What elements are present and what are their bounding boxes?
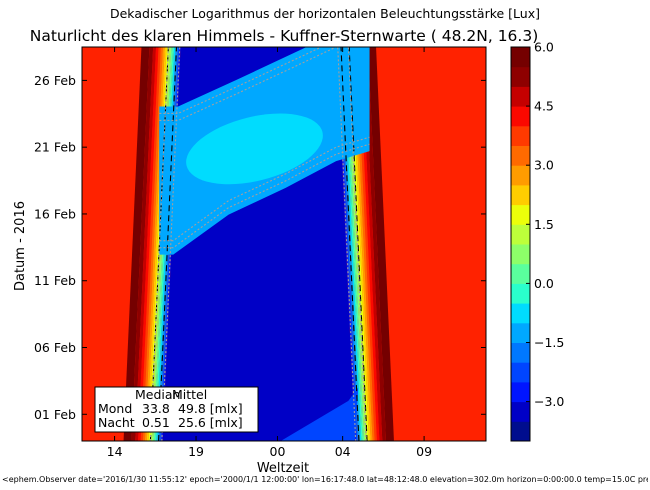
colorbar-segment <box>511 283 530 304</box>
colorbar-segment <box>511 145 530 166</box>
y-tick-label: 16 Feb <box>34 206 76 221</box>
twilight-line <box>340 47 360 441</box>
x-tick-label: 14 <box>107 444 123 459</box>
y-axis-label: Datum - 2016 <box>13 201 28 291</box>
colorbar-segment <box>511 47 530 68</box>
colorbar-segment <box>511 322 530 343</box>
colorbar-segment <box>511 106 530 127</box>
colorbar-segment <box>511 224 530 245</box>
axes-frame <box>81 46 487 442</box>
moon-contour-line <box>159 136 370 242</box>
legend-value: 0.51 <box>142 415 170 430</box>
moon-contour-line <box>159 143 370 249</box>
colorbar-segment <box>511 401 530 422</box>
x-axis-label: Weltzeit <box>257 461 309 476</box>
legend-row-label: Mond <box>98 401 132 416</box>
legend-header: Mittel <box>172 387 207 402</box>
colorbar-segment <box>511 165 530 186</box>
plot-frame <box>81 46 487 442</box>
colorbar-tick-label: −3.0 <box>534 394 564 409</box>
colorbar-tick-label: 1.5 <box>534 217 554 232</box>
moonlight-band <box>280 387 359 441</box>
evening-twilight-band <box>135 47 157 441</box>
y-tick-label: 11 Feb <box>34 273 76 288</box>
legend-value: 25.6 [mlx] <box>178 415 243 430</box>
colorbar-segment <box>511 303 530 324</box>
twilight-line <box>158 47 178 441</box>
evening-twilight-band <box>140 47 161 441</box>
y-tick-label: 06 Feb <box>34 340 76 355</box>
axis-ticks: 14 19 00 04 09 01 Feb 06 Feb 11 Feb 16 Feb 21 Feb… <box>34 47 486 459</box>
legend-row-label: Nacht <box>98 415 135 430</box>
chart-suptitle: Dekadischer Logarithmus der horizontalen… <box>109 6 541 21</box>
chart-title: Naturlicht des klaren Himmels - Kuffner-… <box>29 27 539 45</box>
heatmap-area <box>82 47 486 441</box>
legend-box <box>94 386 259 433</box>
legend-header: Median <box>135 387 180 402</box>
colorbar: 6.0 4.5 3.0 1.5 0.0 −1.5 −3.0 <box>510 40 564 442</box>
evening-twilight-band <box>138 47 159 441</box>
x-tick-label: 04 <box>335 444 351 459</box>
evening-twilight-band <box>123 47 150 441</box>
colorbar-segment <box>511 204 530 225</box>
colorbar-segment <box>511 125 530 146</box>
evening-twilight-band <box>142 47 163 441</box>
colorbar-segment <box>511 421 530 442</box>
x-tick-label: 00 <box>270 444 286 459</box>
colorbar-tick-label: 6.0 <box>534 40 554 55</box>
twilight-contour-line <box>337 47 357 441</box>
morning-twilight-band <box>368 47 394 441</box>
colorbar-segment <box>511 381 530 403</box>
colorbar-segment <box>511 362 530 383</box>
legend-value: 49.8 [mlx] <box>178 401 243 416</box>
colorbar-segment <box>511 86 530 107</box>
observer-footer: <ephem.Observer date='2016/1/30 11:55:12… <box>2 475 648 484</box>
y-tick-label: 21 Feb <box>34 140 76 155</box>
colorbar-tick-label: 0.0 <box>534 276 554 291</box>
colorbar-tick-label: 3.0 <box>534 158 554 173</box>
evening-twilight-band <box>131 47 154 441</box>
colorbar-segment <box>511 66 530 87</box>
colorbar-segment <box>511 263 530 284</box>
colorbar-frame <box>510 46 531 442</box>
y-tick-label: 01 Feb <box>34 407 76 422</box>
twilight-contour-line <box>161 47 181 441</box>
colorbar-segment <box>511 342 530 363</box>
morning-twilight-band <box>364 47 386 441</box>
twilight-contour-line <box>347 47 367 441</box>
twilight-contour-line <box>149 47 169 441</box>
x-tick-label: 09 <box>416 444 432 459</box>
moon-peak-region <box>190 127 308 177</box>
y-tick-label: 26 Feb <box>34 73 76 88</box>
x-tick-label: 19 <box>188 444 204 459</box>
colorbar-segment <box>511 184 530 206</box>
colorbar-tick-label: −1.5 <box>534 335 564 350</box>
legend-value: 33.8 <box>142 401 170 416</box>
twilight-line <box>348 47 368 441</box>
colorbar-tick-label: 4.5 <box>534 99 554 114</box>
colorbar-segment <box>511 244 530 265</box>
